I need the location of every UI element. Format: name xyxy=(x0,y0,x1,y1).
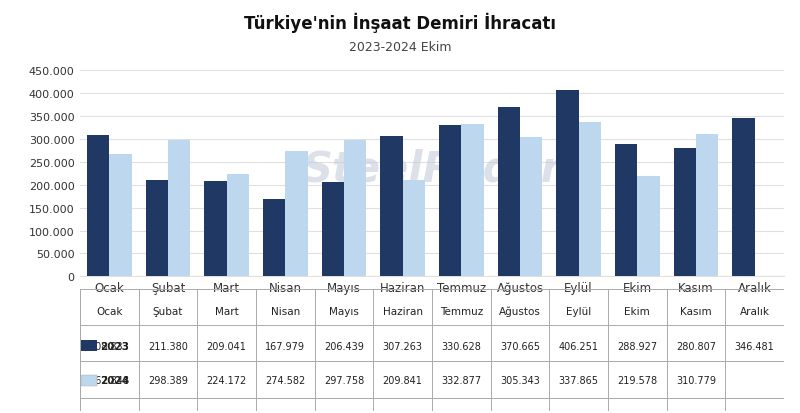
Text: 370.665: 370.665 xyxy=(500,341,540,351)
Text: 2024: 2024 xyxy=(100,375,129,385)
Bar xyxy=(204,181,226,277)
Bar xyxy=(110,154,132,277)
Text: 332.877: 332.877 xyxy=(442,375,482,385)
Bar xyxy=(168,140,190,277)
Text: Türkiye'nin İnşaat Demiri İhracatı: Türkiye'nin İnşaat Demiri İhracatı xyxy=(244,12,556,33)
Bar xyxy=(87,135,110,277)
Text: 267.848: 267.848 xyxy=(90,375,130,385)
Text: Mart: Mart xyxy=(214,306,238,316)
Text: Ekim: Ekim xyxy=(625,306,650,316)
Text: 2023: 2023 xyxy=(100,341,129,351)
Text: 2023-2024 Ekim: 2023-2024 Ekim xyxy=(349,41,451,54)
Text: 219.578: 219.578 xyxy=(618,375,658,385)
Bar xyxy=(439,126,462,277)
Text: 308.833: 308.833 xyxy=(90,341,130,351)
Text: 310.779: 310.779 xyxy=(676,375,716,385)
Bar xyxy=(732,119,754,277)
Bar xyxy=(674,148,696,277)
Bar xyxy=(146,180,168,277)
Text: 274.582: 274.582 xyxy=(266,375,306,385)
Bar xyxy=(81,375,97,386)
Bar xyxy=(81,340,97,351)
Text: 297.758: 297.758 xyxy=(324,375,364,385)
Text: SteelRadar: SteelRadar xyxy=(302,148,562,190)
Bar xyxy=(498,107,520,277)
Text: Haziran: Haziran xyxy=(382,306,422,316)
Text: 346.481: 346.481 xyxy=(734,341,774,351)
Bar xyxy=(263,200,286,277)
Text: Nisan: Nisan xyxy=(270,306,300,316)
Text: Ağustos: Ağustos xyxy=(499,306,541,317)
Bar xyxy=(615,145,638,277)
Text: 307.263: 307.263 xyxy=(382,341,422,351)
Text: Eylül: Eylül xyxy=(566,306,591,316)
Text: 406.251: 406.251 xyxy=(558,341,598,351)
Bar xyxy=(520,137,542,277)
Bar xyxy=(322,183,344,277)
Bar xyxy=(402,181,425,277)
Text: 330.628: 330.628 xyxy=(442,341,482,351)
Text: 288.927: 288.927 xyxy=(618,341,658,351)
Text: 298.389: 298.389 xyxy=(148,375,188,385)
Bar xyxy=(462,125,484,277)
Bar xyxy=(286,151,308,277)
Bar xyxy=(696,135,718,277)
Text: Aralık: Aralık xyxy=(740,306,770,316)
Text: 167.979: 167.979 xyxy=(266,341,306,351)
Text: 280.807: 280.807 xyxy=(676,341,716,351)
Bar xyxy=(638,176,660,277)
Bar xyxy=(380,136,402,277)
Bar xyxy=(226,174,249,277)
Text: 206.439: 206.439 xyxy=(324,341,364,351)
Text: Temmuz: Temmuz xyxy=(440,306,483,316)
Text: 211.380: 211.380 xyxy=(148,341,188,351)
Bar xyxy=(344,141,366,277)
Text: 224.172: 224.172 xyxy=(206,375,246,385)
Text: Ocak: Ocak xyxy=(96,306,122,316)
Bar xyxy=(578,122,601,277)
Text: 209.041: 209.041 xyxy=(206,341,246,351)
Bar xyxy=(556,91,578,277)
Text: 305.343: 305.343 xyxy=(500,375,540,385)
Text: 337.865: 337.865 xyxy=(558,375,598,385)
Text: Şubat: Şubat xyxy=(153,306,183,316)
Text: Kasım: Kasım xyxy=(680,306,712,316)
Text: Mayıs: Mayıs xyxy=(329,306,359,316)
Text: 209.841: 209.841 xyxy=(382,375,422,385)
